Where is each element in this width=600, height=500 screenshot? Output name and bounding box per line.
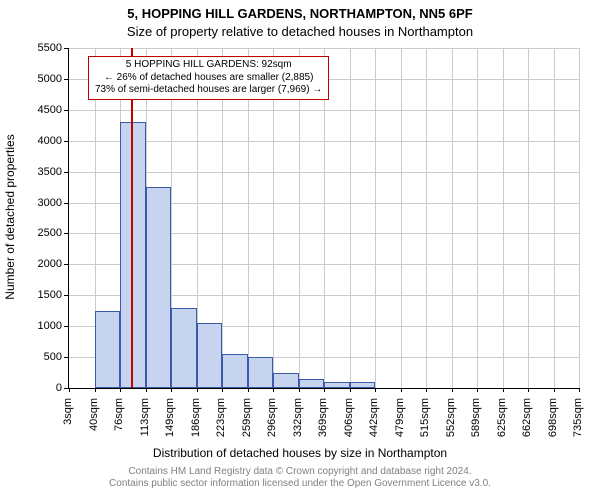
ytick-label: 1000 xyxy=(38,320,62,332)
gridline-v xyxy=(350,48,351,388)
histogram-bar xyxy=(146,187,172,388)
histogram-bar xyxy=(171,308,197,388)
ytick-mark xyxy=(64,48,68,49)
gridline-v xyxy=(554,48,555,388)
xtick-label: 186sqm xyxy=(190,398,202,448)
xtick-mark xyxy=(222,388,223,392)
xtick-label: 296sqm xyxy=(266,398,278,448)
ytick-mark xyxy=(64,79,68,80)
xtick-mark xyxy=(528,388,529,392)
xtick-label: 369sqm xyxy=(317,398,329,448)
xtick-mark xyxy=(554,388,555,392)
ytick-label: 5000 xyxy=(38,73,62,85)
xtick-label: 3sqm xyxy=(62,398,74,448)
annotation-line1: 5 HOPPING HILL GARDENS: 92sqm xyxy=(95,59,322,72)
ytick-label: 3000 xyxy=(38,197,62,209)
xtick-mark xyxy=(452,388,453,392)
xtick-label: 149sqm xyxy=(164,398,176,448)
xtick-mark xyxy=(171,388,172,392)
histogram-bar xyxy=(248,357,274,388)
xtick-mark xyxy=(146,388,147,392)
xtick-mark xyxy=(503,388,504,392)
xtick-label: 442sqm xyxy=(368,398,380,448)
gridline-v xyxy=(579,48,580,388)
ytick-mark xyxy=(64,388,68,389)
footer-line1: Contains HM Land Registry data © Crown c… xyxy=(0,466,600,478)
ytick-label: 2000 xyxy=(38,258,62,270)
annotation-line3: 73% of semi-detached houses are larger (… xyxy=(95,84,322,97)
xtick-label: 223sqm xyxy=(215,398,227,448)
xtick-label: 332sqm xyxy=(292,398,304,448)
ytick-mark xyxy=(64,357,68,358)
histogram-bar xyxy=(95,311,121,388)
ytick-mark xyxy=(64,141,68,142)
gridline-v xyxy=(452,48,453,388)
histogram-bar xyxy=(273,373,299,388)
xtick-mark xyxy=(120,388,121,392)
xtick-label: 259sqm xyxy=(241,398,253,448)
xtick-mark xyxy=(426,388,427,392)
xtick-mark xyxy=(401,388,402,392)
gridline-v xyxy=(503,48,504,388)
ytick-mark xyxy=(64,172,68,173)
xtick-mark xyxy=(273,388,274,392)
gridline-v xyxy=(477,48,478,388)
xtick-label: 515sqm xyxy=(419,398,431,448)
chart-title-line2: Size of property relative to detached ho… xyxy=(0,24,600,39)
xtick-mark xyxy=(579,388,580,392)
xtick-label: 625sqm xyxy=(496,398,508,448)
xtick-label: 662sqm xyxy=(521,398,533,448)
gridline-v xyxy=(426,48,427,388)
annotation-line2: ← 26% of detached houses are smaller (2,… xyxy=(95,72,322,85)
annotation-box: 5 HOPPING HILL GARDENS: 92sqm ← 26% of d… xyxy=(88,56,329,100)
xtick-label: 40sqm xyxy=(88,398,100,448)
chart-title-line1: 5, HOPPING HILL GARDENS, NORTHAMPTON, NN… xyxy=(0,6,600,21)
ytick-mark xyxy=(64,295,68,296)
footer-line2: Contains public sector information licen… xyxy=(0,478,600,490)
ytick-label: 5500 xyxy=(38,42,62,54)
ytick-mark xyxy=(64,264,68,265)
xtick-mark xyxy=(95,388,96,392)
xtick-mark xyxy=(248,388,249,392)
gridline-v xyxy=(375,48,376,388)
histogram-bar xyxy=(350,382,376,388)
ytick-mark xyxy=(64,110,68,111)
xtick-label: 589sqm xyxy=(470,398,482,448)
xtick-label: 479sqm xyxy=(394,398,406,448)
x-axis-label: Distribution of detached houses by size … xyxy=(0,446,600,460)
ytick-label: 3500 xyxy=(38,166,62,178)
ytick-label: 4500 xyxy=(38,104,62,116)
xtick-label: 698sqm xyxy=(547,398,559,448)
ytick-label: 0 xyxy=(56,382,62,394)
ytick-mark xyxy=(64,233,68,234)
xtick-label: 76sqm xyxy=(113,398,125,448)
xtick-mark xyxy=(69,388,70,392)
ytick-mark xyxy=(64,326,68,327)
ytick-label: 2500 xyxy=(38,227,62,239)
footer-attribution: Contains HM Land Registry data © Crown c… xyxy=(0,466,600,490)
ytick-label: 500 xyxy=(44,351,62,363)
xtick-mark xyxy=(350,388,351,392)
page: { "title_line1": "5, HOPPING HILL GARDEN… xyxy=(0,0,600,500)
xtick-mark xyxy=(477,388,478,392)
xtick-mark xyxy=(197,388,198,392)
histogram-bar xyxy=(222,354,248,388)
y-axis-label: Number of detached properties xyxy=(3,117,17,317)
xtick-label: 113sqm xyxy=(139,398,151,448)
ytick-label: 1500 xyxy=(38,289,62,301)
histogram-bar xyxy=(299,379,325,388)
xtick-label: 406sqm xyxy=(343,398,355,448)
histogram-bar xyxy=(197,323,223,388)
xtick-label: 735sqm xyxy=(572,398,584,448)
histogram-bar xyxy=(324,382,350,388)
gridline-v xyxy=(401,48,402,388)
xtick-mark xyxy=(299,388,300,392)
ytick-label: 4000 xyxy=(38,135,62,147)
gridline-v xyxy=(528,48,529,388)
xtick-mark xyxy=(375,388,376,392)
ytick-mark xyxy=(64,203,68,204)
xtick-mark xyxy=(324,388,325,392)
xtick-label: 552sqm xyxy=(445,398,457,448)
